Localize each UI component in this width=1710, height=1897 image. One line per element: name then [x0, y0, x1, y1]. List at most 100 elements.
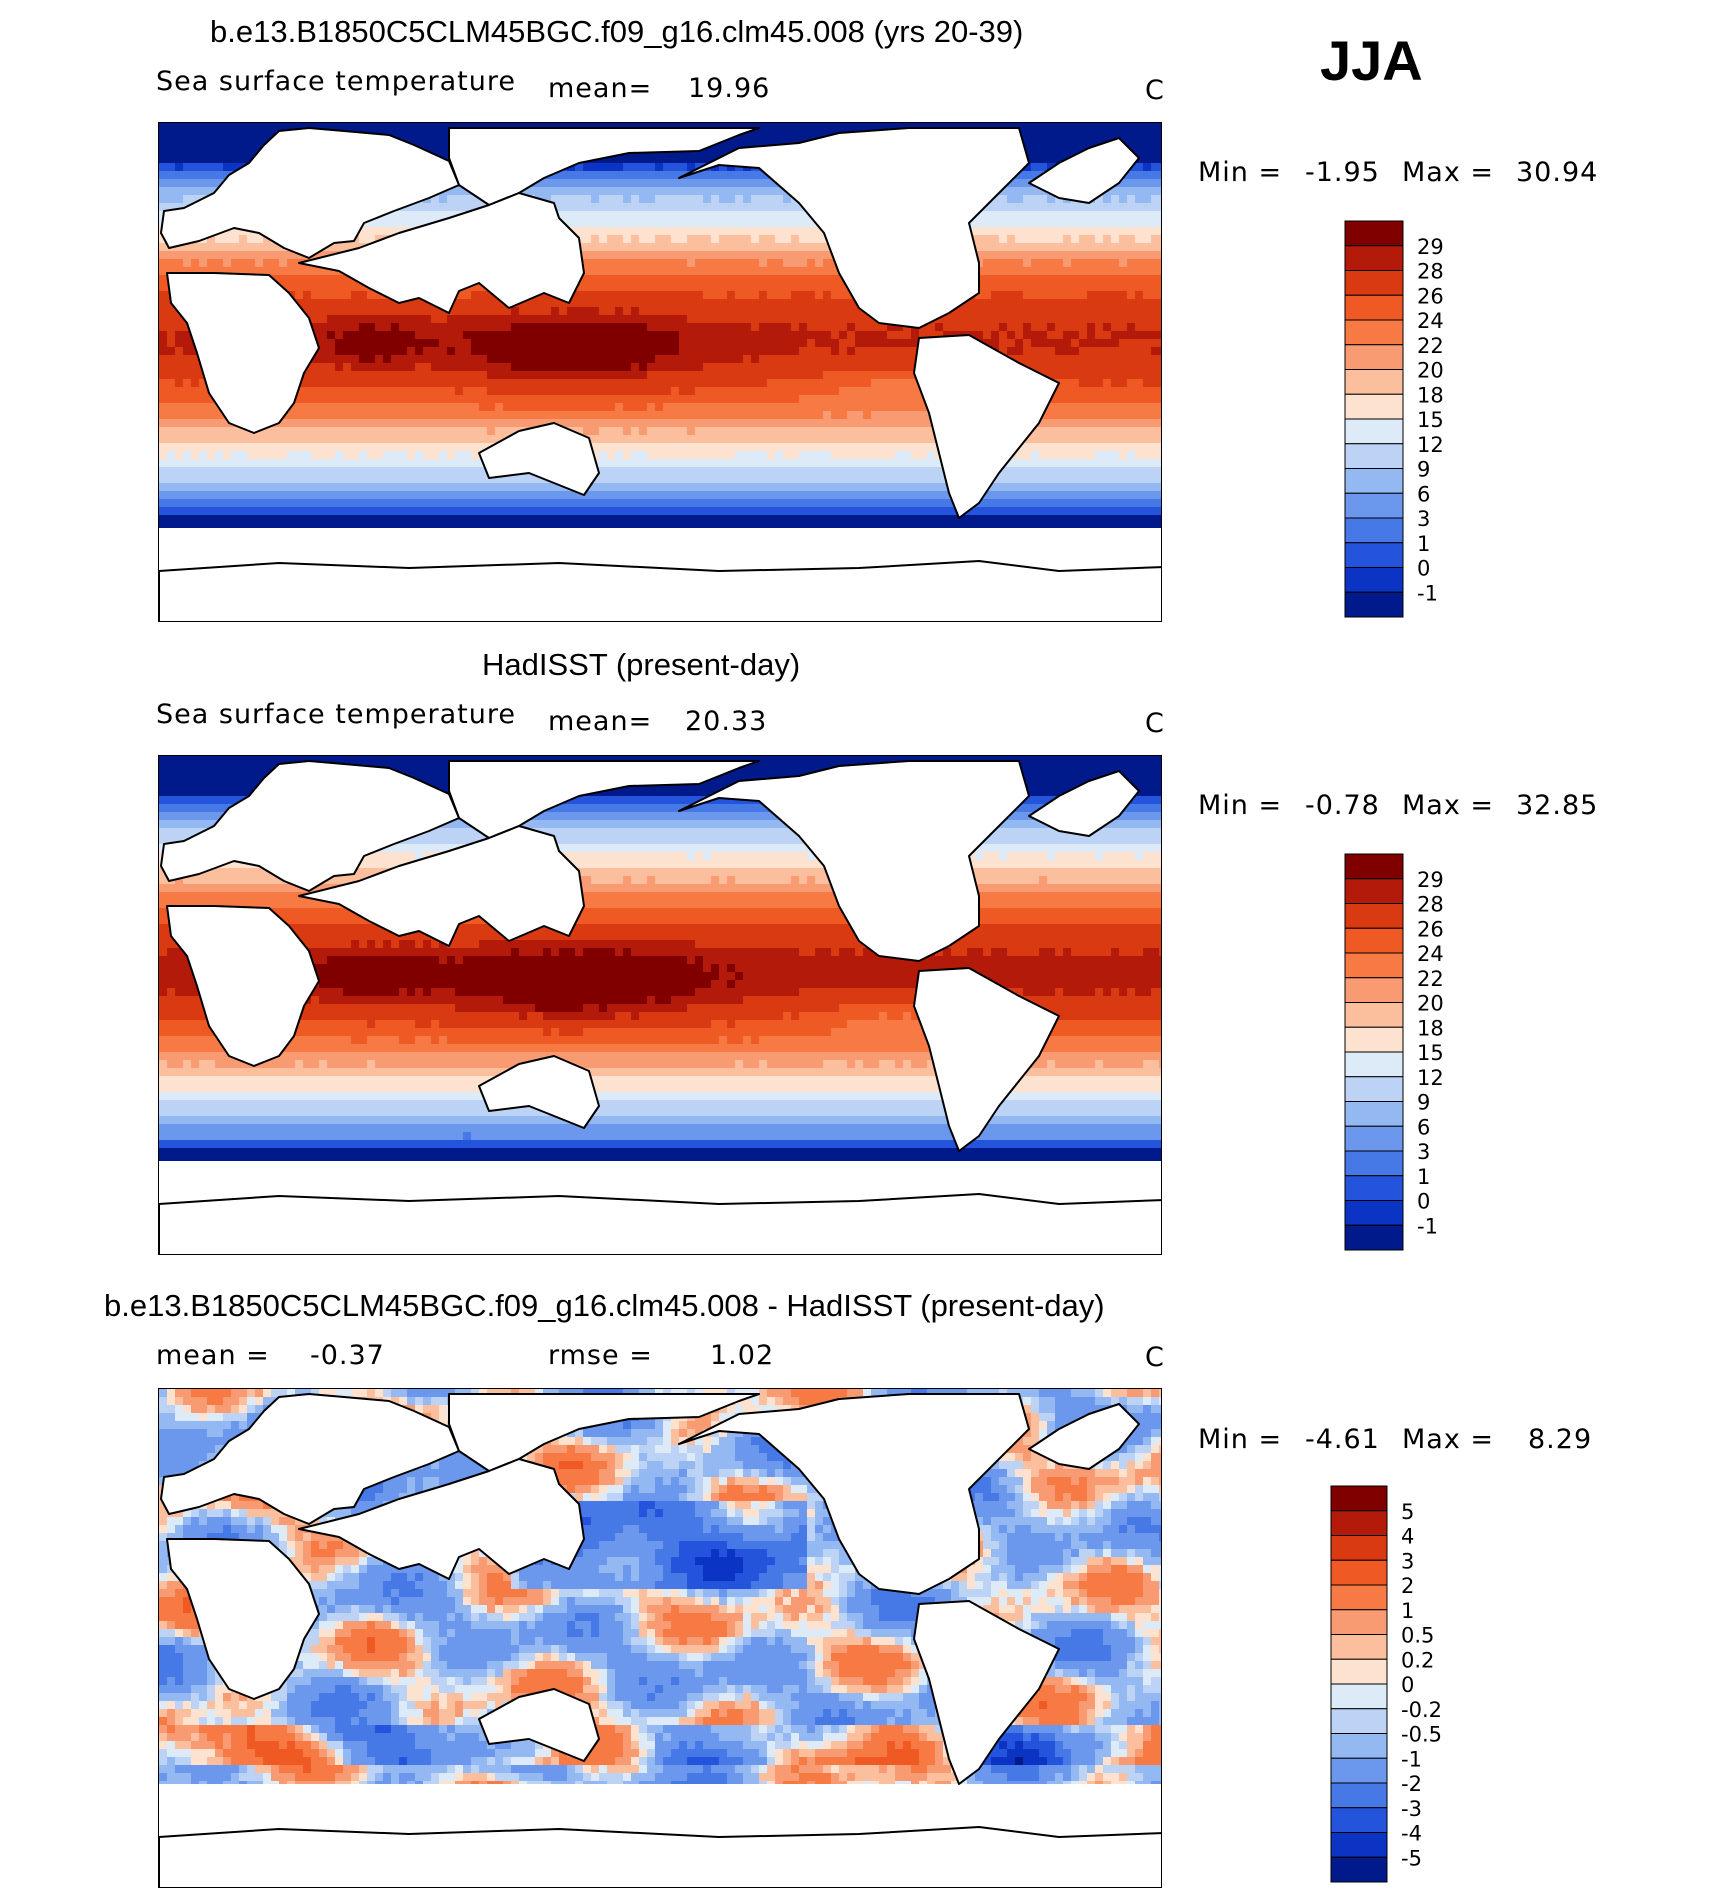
field-cell [1039, 299, 1048, 308]
field-cell [591, 403, 600, 412]
field-cell [583, 163, 592, 172]
field-cell [695, 395, 704, 404]
field-cell [1071, 291, 1080, 300]
field-cell [447, 435, 456, 444]
field-cell [687, 355, 696, 364]
field-cell [599, 235, 608, 244]
field-cell [767, 435, 776, 444]
field-cell [991, 243, 1000, 252]
field-cell [359, 435, 368, 444]
field-cell [175, 363, 184, 372]
field-cell [1039, 211, 1048, 220]
field-cell [831, 371, 840, 380]
field-cell [735, 211, 744, 220]
field-cell [615, 251, 624, 260]
field-cell [159, 283, 168, 292]
field-cell [447, 315, 456, 324]
field-cell [535, 395, 544, 404]
field-cell [375, 299, 384, 308]
field-cell [1143, 179, 1152, 188]
field-cell [679, 315, 688, 324]
field-cell [471, 339, 480, 348]
field-cell [743, 211, 752, 220]
field-cell [607, 195, 616, 204]
field-cell [815, 323, 824, 332]
field-cell [375, 235, 384, 244]
field-cell [711, 219, 720, 228]
field-cell [223, 243, 232, 252]
field-cell [727, 339, 736, 348]
field-cell [631, 211, 640, 220]
field-cell [1095, 371, 1104, 380]
field-cell [519, 403, 528, 412]
field-cell [1103, 379, 1112, 388]
field-cell [351, 315, 360, 324]
field-cell [415, 307, 424, 316]
field-cell [175, 203, 184, 212]
field-cell [1095, 251, 1104, 260]
field-cell [399, 219, 408, 228]
field-cell [759, 227, 768, 236]
field-cell [863, 427, 872, 436]
field-cell [839, 387, 848, 396]
field-cell [759, 355, 768, 364]
field-cell [559, 331, 568, 340]
field-cell [743, 395, 752, 404]
field-cell [751, 291, 760, 300]
field-cell [295, 299, 304, 308]
field-cell [559, 211, 568, 220]
field-cell [887, 363, 896, 372]
field-cell [1031, 147, 1040, 156]
field-cell [1039, 195, 1048, 204]
field-cell [415, 395, 424, 404]
field-cell [1151, 211, 1160, 220]
field-cell [615, 267, 624, 276]
field-cell [751, 211, 760, 220]
field-cell [1087, 403, 1096, 412]
field-cell [743, 219, 752, 228]
field-cell [431, 387, 440, 396]
field-cell [279, 419, 288, 428]
field-cell [1111, 379, 1120, 388]
field-cell [839, 315, 848, 324]
field-cell [319, 339, 328, 348]
field-cell [639, 211, 648, 220]
field-cell [255, 235, 264, 244]
field-cell [607, 243, 616, 252]
field-cell [159, 251, 168, 260]
field-cell [1135, 163, 1144, 172]
field-cell [679, 323, 688, 332]
field-cell [703, 275, 712, 284]
field-cell [1159, 259, 1161, 268]
field-cell [751, 139, 760, 148]
field-cell [719, 275, 728, 284]
field-cell [319, 291, 328, 300]
field-cell [183, 323, 192, 332]
field-cell [911, 411, 920, 420]
field-cell [823, 307, 832, 316]
field-cell [351, 299, 360, 308]
field-cell [735, 203, 744, 212]
field-cell [391, 347, 400, 356]
field-cell [887, 123, 896, 132]
field-cell [791, 347, 800, 356]
field-cell [255, 267, 264, 276]
field-cell [1159, 283, 1161, 292]
field-cell [479, 427, 488, 436]
field-cell [535, 379, 544, 388]
field-cell [383, 363, 392, 372]
field-cell [679, 195, 688, 204]
field-cell [343, 339, 352, 348]
field-cell [727, 243, 736, 252]
field-cell [207, 243, 216, 252]
field-cell [511, 411, 520, 420]
field-cell [471, 379, 480, 388]
field-cell [831, 427, 840, 436]
field-cell [951, 307, 960, 316]
field-cell [191, 427, 200, 436]
field-cell [383, 371, 392, 380]
field-cell [711, 299, 720, 308]
field-cell [1151, 131, 1160, 140]
field-cell [903, 379, 912, 388]
field-cell [647, 283, 656, 292]
